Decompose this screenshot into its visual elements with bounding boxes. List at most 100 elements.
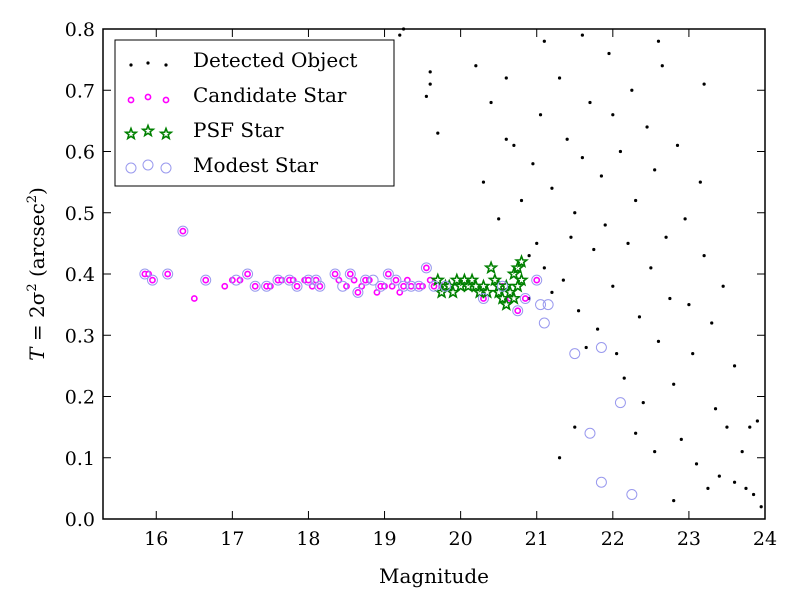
point-modest (272, 274, 284, 286)
legend-marker-detected (129, 61, 168, 67)
legend-box (114, 39, 395, 187)
point-modest (496, 280, 508, 292)
point-candidate (521, 295, 529, 302)
legend-label-detected: Detected Object (193, 48, 357, 72)
point-modest (439, 280, 451, 292)
legend-psf-star (140, 123, 156, 138)
point-candidate (381, 282, 388, 290)
point-detected (569, 235, 573, 239)
point-detected (531, 162, 535, 166)
x-tick-label: 24 (753, 528, 777, 550)
y-axis-title-unit-sup: 2 (25, 195, 40, 203)
point-detected (672, 382, 676, 386)
point-detected (504, 76, 508, 80)
point-detected (732, 364, 737, 368)
point-modest (535, 299, 547, 311)
y-tick-label: 0.7 (65, 80, 95, 102)
point-detected (584, 345, 588, 350)
point-detected (573, 425, 577, 429)
point-detected (748, 425, 752, 429)
point-modest (200, 274, 212, 286)
point-modest (230, 274, 242, 286)
legend-label-candidate: Candidate Star (193, 83, 347, 107)
point-candidate (400, 282, 407, 290)
point-detected (527, 254, 531, 258)
point-candidate (228, 276, 236, 284)
point-psf (491, 278, 507, 293)
point-detected (607, 51, 611, 56)
point-detected (634, 431, 638, 435)
point-candidate (267, 282, 274, 290)
point-detected (694, 462, 699, 466)
point-detected (740, 450, 744, 454)
point-detected (603, 223, 607, 227)
point-modest (261, 280, 273, 292)
point-detected (672, 499, 676, 503)
point-modest (337, 280, 349, 292)
point-detected (622, 376, 626, 380)
point-modest (477, 293, 489, 304)
point-modest (390, 274, 402, 286)
point-psf (476, 278, 491, 293)
point-detected (656, 339, 661, 343)
point-candidate (251, 282, 259, 290)
point-candidate (392, 276, 400, 284)
ticks-layer: 16 17 18 19 20 21 22 23 24 0.0 0.1 0.2 0.3 0.4 0.5 0.6 0… (65, 19, 777, 550)
point-detected (580, 33, 584, 37)
legend-marker-candidate (127, 93, 170, 104)
point-detected (653, 168, 657, 172)
point-detected (645, 125, 649, 129)
point-modest (310, 274, 322, 286)
point-detected (759, 505, 763, 509)
point-detected (679, 437, 683, 441)
legend: Detected Object Candidate Star PSF Star … (114, 39, 395, 187)
point-detected (595, 327, 600, 331)
point-modest (626, 489, 638, 500)
point-detected (474, 64, 478, 68)
point-detected (691, 352, 695, 356)
point-detected (702, 254, 706, 258)
point-detected (588, 100, 592, 105)
point-detected (504, 137, 508, 141)
point-detected (561, 278, 565, 282)
point-detected (550, 186, 554, 190)
point-detected (630, 88, 634, 92)
point-modest (542, 299, 554, 311)
legend-label-psf: PSF Star (193, 118, 284, 142)
point-modest (531, 274, 543, 286)
point-detected (599, 174, 604, 178)
point-modest (512, 305, 524, 317)
point-modest (413, 280, 425, 292)
y-tick-label: 0.1 (65, 448, 95, 470)
y-tick-label: 0.0 (65, 509, 95, 531)
y-axis-title: T = 2σ2 (arcsec2) (25, 187, 49, 361)
x-tick-label: 20 (449, 528, 473, 550)
y-tick-label: 0.4 (65, 264, 95, 286)
y-axis-title-sup: 2 (25, 283, 40, 291)
point-candidate (190, 295, 198, 302)
point-psf (510, 278, 526, 293)
point-detected (649, 266, 653, 270)
point-detected (668, 296, 672, 301)
point-candidate (293, 282, 301, 290)
point-modest (242, 268, 254, 280)
point-candidate (149, 276, 156, 284)
point-detected (637, 315, 642, 319)
point-detected (542, 39, 546, 43)
point-detected (542, 266, 546, 270)
point-modest (162, 268, 174, 280)
y-axis-title-eq: = 2σ (25, 291, 49, 347)
y-tick-label: 0.2 (65, 387, 95, 409)
point-detected (424, 94, 428, 98)
point-detected (751, 492, 756, 497)
series-detected (398, 27, 763, 509)
point-detected (550, 290, 554, 294)
point-candidate (533, 276, 541, 284)
point-detected (634, 198, 638, 203)
point-candidate (343, 282, 350, 290)
point-detected (732, 480, 737, 484)
point-psf (506, 290, 522, 305)
point-detected (664, 235, 668, 239)
legend-marker-modest (125, 159, 172, 174)
point-modest (405, 280, 417, 292)
